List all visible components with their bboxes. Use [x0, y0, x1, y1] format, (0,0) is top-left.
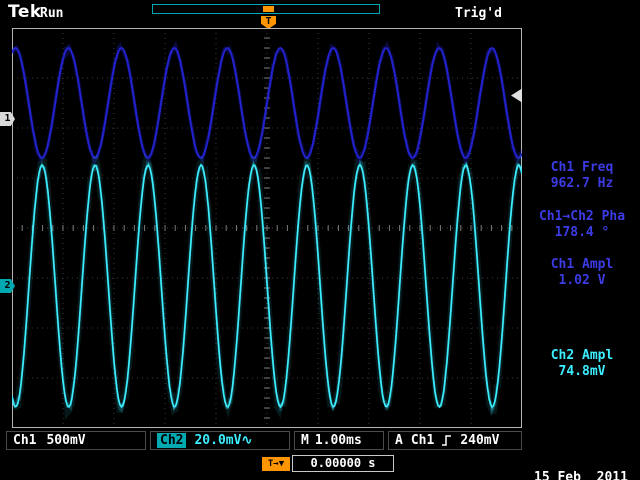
ch2-scale: 20.0mV∿ [194, 433, 253, 448]
status-bar: Ch1 500mV Ch2 20.0mV∿ M 1.00ms A Ch1 240… [0, 431, 640, 451]
trigger-status: Trig'd [455, 6, 502, 21]
ch1-ground-marker: 1 [0, 112, 15, 126]
trigger-readout: A Ch1 240mV [388, 431, 522, 450]
trigger-position-marker-icon: T [261, 16, 276, 29]
measurement-ch1-ampl: Ch1 Ampl 1.02 V [524, 257, 640, 289]
ch2-ground-marker: 2 [0, 279, 15, 293]
measurement-value: 962.7 Hz [550, 176, 614, 191]
date: 15 Feb 2011 [534, 470, 628, 480]
ch1-scale: 500mV [46, 433, 86, 448]
waveform-display [9, 27, 525, 429]
acquisition-status: Run [40, 6, 64, 21]
measurement-value: 74.8mV [558, 364, 606, 379]
record-view-bar [152, 4, 380, 14]
timebase-value: 1.00ms [314, 433, 362, 448]
measurement-value: 1.02 V [558, 273, 606, 288]
ch2-label: Ch2 [157, 433, 187, 448]
ch1-scale-readout: Ch1 500mV [6, 431, 146, 450]
trigger-delay-icon: T→▼ [262, 457, 290, 471]
trigger-source: Ch1 [410, 433, 435, 448]
measurement-label: Ch1 Ampl [550, 257, 614, 272]
ch1-label: Ch1 [13, 433, 37, 448]
datetime: 15 Feb 2011 17:34:05 [534, 440, 628, 480]
tek-logo: Tek [8, 2, 42, 22]
record-view-trigger-marker [263, 6, 274, 12]
measurement-value: 178.4 ° [554, 225, 610, 240]
measurement-label: Ch1→Ch2 Pha [538, 209, 626, 224]
trigger-prefix: A [395, 433, 403, 448]
measurement-ch1-ch2-phase: Ch1→Ch2 Pha 178.4 ° [524, 209, 640, 241]
measurement-ch1-freq: Ch1 Freq 962.7 Hz [524, 160, 640, 192]
timebase-readout: M 1.00ms [294, 431, 384, 450]
timebase-label: M [301, 433, 309, 448]
ch2-scale-readout: Ch2 20.0mV∿ [150, 431, 290, 450]
measurement-ch2-ampl: Ch2 Ampl 74.8mV [524, 348, 640, 380]
trigger-level-arrow-icon [511, 88, 522, 103]
trigger-level: 240mV [460, 433, 500, 448]
trigger-position-readout: 0.00000 s [292, 455, 394, 472]
rising-edge-icon [442, 435, 452, 446]
graticule [9, 27, 525, 429]
measurement-label: Ch2 Ampl [550, 348, 614, 363]
measurement-label: Ch1 Freq [550, 160, 614, 175]
